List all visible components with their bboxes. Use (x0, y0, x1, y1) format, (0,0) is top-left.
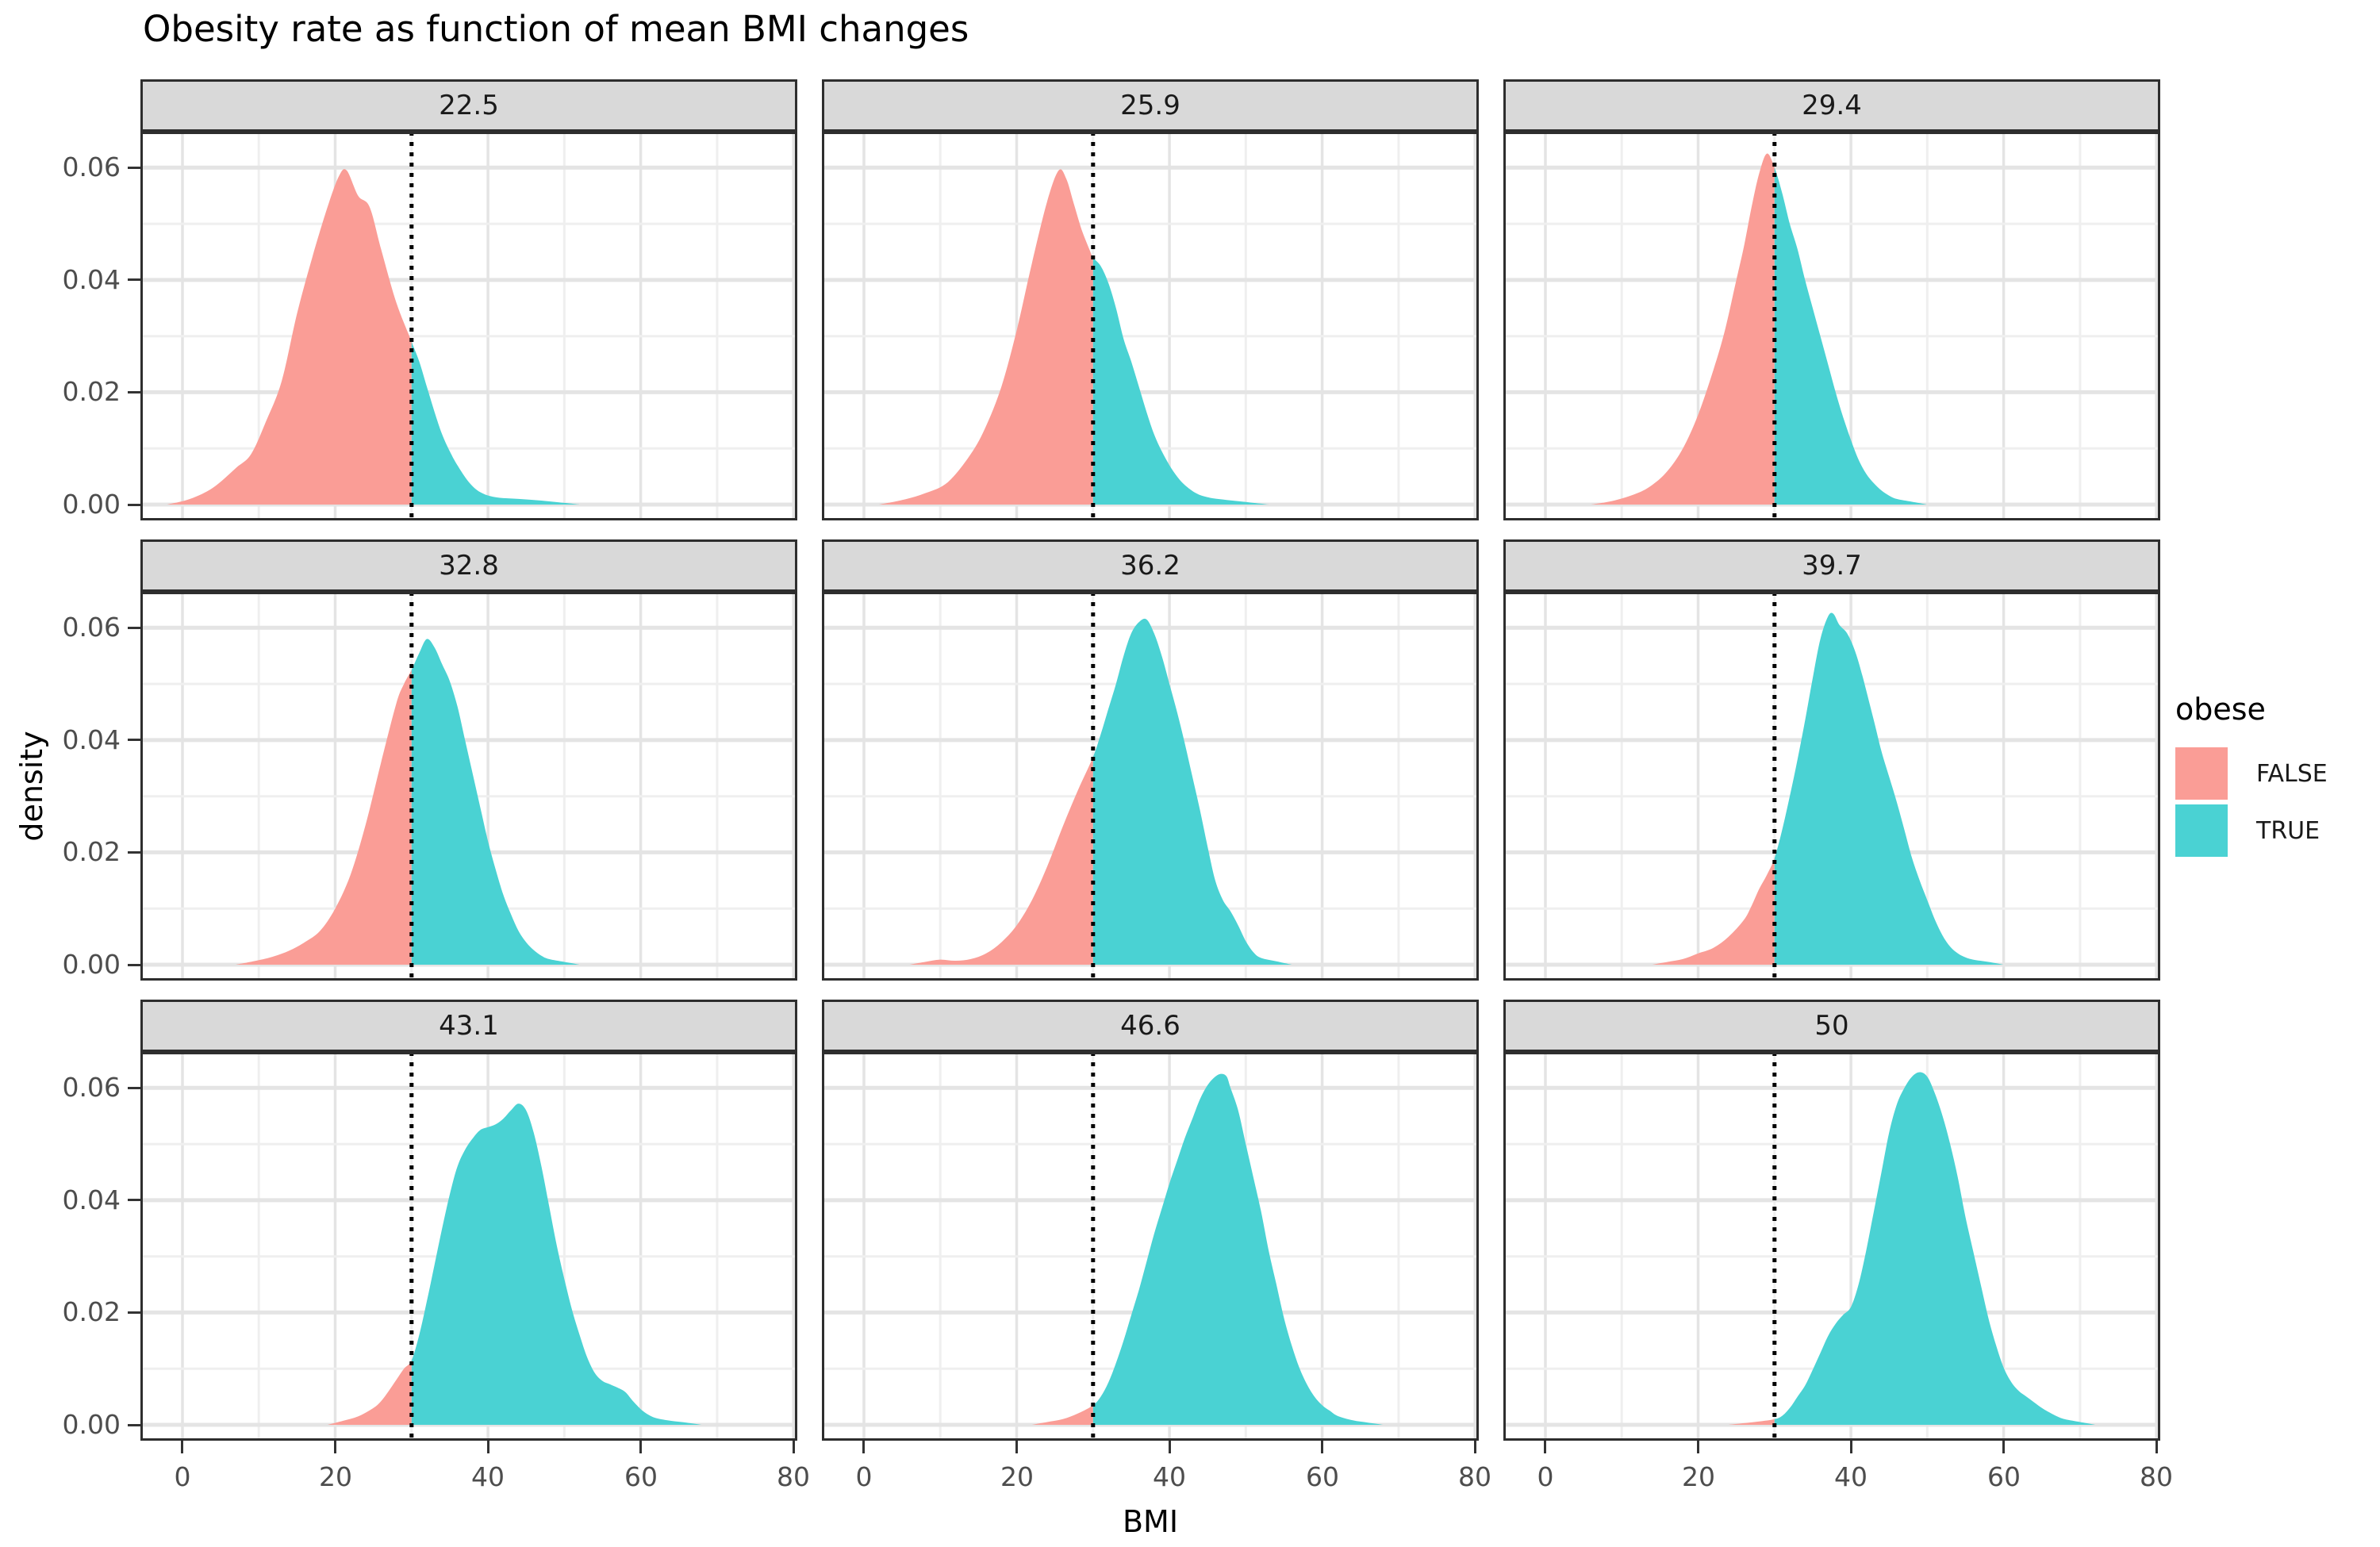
y-tick-mark (128, 627, 140, 629)
facet-panel (822, 132, 1479, 520)
legend-label-true: TRUE (2256, 816, 2320, 845)
page-title: Obesity rate as function of mean BMI cha… (143, 8, 969, 50)
x-tick-mark (1697, 1441, 1699, 1453)
legend-label-false: FALSE (2256, 759, 2328, 788)
x-tick-mark (639, 1441, 642, 1453)
y-tick-mark (128, 851, 140, 854)
facet-strip: 22.5 (140, 79, 797, 132)
facet-panel (1503, 132, 2160, 520)
legend: obese FALSE TRUE (2175, 692, 2328, 862)
x-tick-mark (181, 1441, 183, 1453)
x-tick-mark (2155, 1441, 2158, 1453)
x-tick-label: 40 (1153, 1461, 1186, 1492)
y-tick-label: 0.04 (62, 724, 121, 755)
x-tick-label: 60 (1987, 1461, 2021, 1492)
x-tick-mark (1474, 1441, 1476, 1453)
y-tick-mark (128, 504, 140, 506)
x-tick-mark (2002, 1441, 2005, 1453)
x-tick-label: 80 (2140, 1461, 2173, 1492)
x-tick-mark (1169, 1441, 1171, 1453)
facet-strip-label: 43.1 (439, 1010, 499, 1042)
y-tick-mark (128, 1087, 140, 1089)
facet-strip: 46.6 (822, 1000, 1479, 1052)
legend-swatch-false-icon (2175, 747, 2228, 800)
facet-strip-label: 39.7 (1802, 550, 1862, 582)
x-tick-label: 40 (1834, 1461, 1868, 1492)
x-tick-mark (1015, 1441, 1018, 1453)
x-tick-label: 20 (319, 1461, 352, 1492)
facet-strip: 39.7 (1503, 539, 2160, 592)
y-tick-mark (128, 391, 140, 393)
y-tick-label: 0.06 (62, 152, 121, 182)
x-axis-title: BMI (1122, 1504, 1179, 1539)
x-tick-label: 20 (1682, 1461, 1715, 1492)
x-tick-mark (487, 1441, 489, 1453)
y-tick-label: 0.02 (62, 836, 121, 867)
facet-strip-label: 32.8 (439, 550, 499, 582)
x-tick-label: 20 (1000, 1461, 1034, 1492)
facet-strip: 25.9 (822, 79, 1479, 132)
facet-strip: 43.1 (140, 1000, 797, 1052)
facet-strip-label: 22.5 (439, 90, 499, 121)
facet-strip-label: 46.6 (1120, 1010, 1180, 1042)
facet-panel (1503, 1052, 2160, 1441)
y-tick-label: 0.00 (62, 489, 121, 520)
y-tick-label: 0.04 (62, 1184, 121, 1215)
x-tick-label: 80 (1458, 1461, 1491, 1492)
facet-strip-label: 29.4 (1802, 90, 1862, 121)
x-tick-mark (862, 1441, 865, 1453)
facet-strip-label: 25.9 (1120, 90, 1180, 121)
x-tick-label: 0 (1537, 1461, 1554, 1492)
x-tick-mark (793, 1441, 795, 1453)
facet-panel (1503, 592, 2160, 981)
facet-panel (140, 132, 797, 520)
facet-strip: 50 (1503, 1000, 2160, 1052)
x-tick-label: 60 (1306, 1461, 1339, 1492)
legend-swatch-true-icon (2175, 804, 2228, 857)
facet-strip: 29.4 (1503, 79, 2160, 132)
x-tick-mark (334, 1441, 336, 1453)
y-tick-mark (128, 964, 140, 966)
legend-item-true: TRUE (2175, 804, 2328, 857)
x-tick-label: 0 (855, 1461, 873, 1492)
x-tick-label: 60 (624, 1461, 658, 1492)
facet-panel (822, 1052, 1479, 1441)
x-tick-label: 80 (777, 1461, 810, 1492)
facet-strip-label: 36.2 (1120, 550, 1180, 582)
x-tick-mark (1544, 1441, 1546, 1453)
y-tick-mark (128, 1311, 140, 1314)
x-tick-mark (1850, 1441, 1852, 1453)
y-tick-mark (128, 278, 140, 281)
y-axis-title: density (14, 731, 49, 842)
y-tick-mark (128, 167, 140, 169)
facet-panel (140, 592, 797, 981)
facet-panel (140, 1052, 797, 1441)
legend-title: obese (2175, 692, 2266, 727)
legend-item-false: FALSE (2175, 747, 2328, 800)
facet-strip-label: 50 (1814, 1010, 1849, 1042)
y-tick-label: 0.02 (62, 376, 121, 407)
facet-strip: 36.2 (822, 539, 1479, 592)
y-tick-mark (128, 739, 140, 741)
facet-strip: 32.8 (140, 539, 797, 592)
x-tick-label: 40 (471, 1461, 505, 1492)
x-tick-mark (1321, 1441, 1323, 1453)
y-tick-mark (128, 1199, 140, 1201)
y-tick-label: 0.06 (62, 1072, 121, 1103)
y-tick-label: 0.00 (62, 949, 121, 980)
y-tick-label: 0.06 (62, 612, 121, 643)
x-tick-label: 0 (174, 1461, 191, 1492)
y-tick-label: 0.00 (62, 1409, 121, 1440)
y-tick-label: 0.02 (62, 1296, 121, 1327)
y-tick-mark (128, 1424, 140, 1426)
y-tick-label: 0.04 (62, 264, 121, 295)
facet-panel (822, 592, 1479, 981)
